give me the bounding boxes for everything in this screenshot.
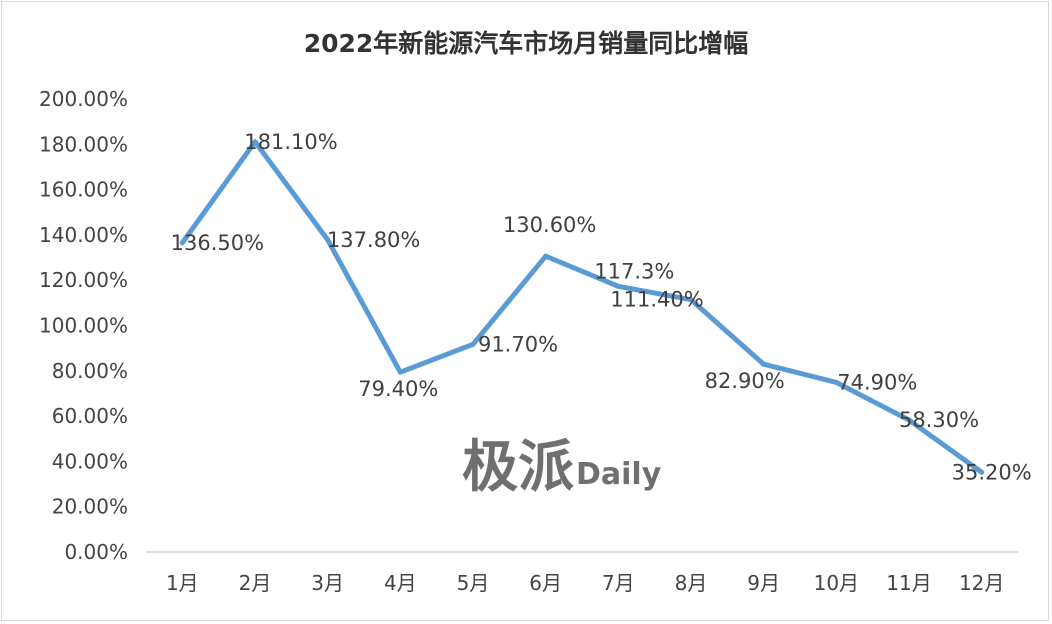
data-point <box>179 240 185 246</box>
y-tick-label: 20.00% <box>52 495 128 519</box>
y-tick-label: 120.00% <box>39 268 128 292</box>
data-label-group: 136.50% 181.10% 137.80% 79.40% 91.70% 130.60%… <box>171 130 1032 484</box>
y-tick-label: 180.00% <box>39 132 128 156</box>
x-tick-label: 1月 <box>166 571 199 595</box>
series-line <box>179 139 985 475</box>
data-label: 91.70% <box>478 332 558 356</box>
watermark-text: 极派 <box>462 435 574 500</box>
y-tick-label: 100.00% <box>39 314 128 338</box>
data-point <box>543 253 549 259</box>
data-label: 137.80% <box>327 228 420 252</box>
y-tick-label: 200.00% <box>39 87 128 111</box>
y-axis: 0.00% 20.00% 40.00% 60.00% 80.00% 100.00% 120.… <box>39 87 128 564</box>
data-label: 74.90% <box>837 370 917 394</box>
data-point <box>906 417 912 423</box>
data-point <box>833 379 839 385</box>
x-tick-label: 2月 <box>239 571 272 595</box>
chart-title: 2022年新能源汽车市场月销量同比增幅 <box>303 29 749 58</box>
x-tick-label: 3月 <box>311 571 344 595</box>
data-label: 79.40% <box>358 377 438 401</box>
data-label: 35.20% <box>952 460 1032 484</box>
x-tick-label: 8月 <box>675 571 708 595</box>
data-point <box>688 297 694 303</box>
x-axis: 1月 2月 3月 4月 5月 6月 7月 8月 9月 10月 11月 12月 <box>146 551 1018 595</box>
x-tick-label: 10月 <box>814 571 859 595</box>
series-line-group <box>179 139 985 475</box>
data-label: 58.30% <box>899 408 979 432</box>
x-tick-label: 9月 <box>747 571 780 595</box>
data-label: 181.10% <box>244 130 337 154</box>
data-point <box>397 369 403 375</box>
y-tick-label: 0.00% <box>64 540 128 564</box>
data-point <box>325 237 331 243</box>
data-label: 82.90% <box>705 369 785 393</box>
y-tick-label: 80.00% <box>52 359 128 383</box>
data-point <box>252 139 258 145</box>
watermark-logo: 极派 Daily <box>462 435 662 500</box>
data-point <box>761 361 767 367</box>
y-tick-label: 140.00% <box>39 223 128 247</box>
data-point <box>470 341 476 347</box>
x-tick-label: 7月 <box>602 571 635 595</box>
y-tick-label: 160.00% <box>39 178 128 202</box>
data-label: 130.60% <box>503 213 596 237</box>
data-point <box>615 283 621 289</box>
y-tick-label: 40.00% <box>52 449 128 473</box>
data-label: 111.40% <box>610 288 703 312</box>
watermark-suffix: Daily <box>576 457 662 492</box>
y-tick-label: 60.00% <box>52 404 128 428</box>
data-label: 117.3% <box>594 259 674 283</box>
x-tick-label: 6月 <box>529 571 562 595</box>
x-tick-label: 11月 <box>886 571 931 595</box>
data-label: 136.50% <box>171 231 264 255</box>
data-point <box>979 469 985 475</box>
x-tick-label: 5月 <box>457 571 490 595</box>
x-tick-label: 12月 <box>959 571 1004 595</box>
x-tick-label: 4月 <box>384 571 417 595</box>
